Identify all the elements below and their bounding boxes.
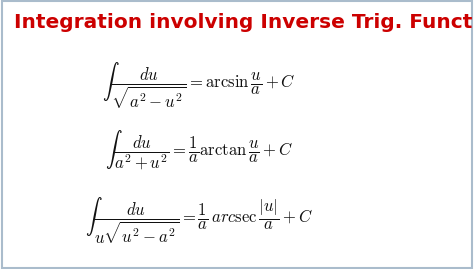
Text: $\int \dfrac{du}{u\sqrt{u^2 - a^2}} = \dfrac{1}{a}\,arc\sec\dfrac{|u|}{a} + C$: $\int \dfrac{du}{u\sqrt{u^2 - a^2}} = \d… xyxy=(85,196,313,246)
Text: $\int \dfrac{du}{a^2 + u^2} = \dfrac{1}{a}\arctan\dfrac{u}{a} + C$: $\int \dfrac{du}{a^2 + u^2} = \dfrac{1}{… xyxy=(105,129,293,172)
Text: $\int \dfrac{du}{\sqrt{a^2 - u^2}} = \arcsin\dfrac{u}{a} + C$: $\int \dfrac{du}{\sqrt{a^2 - u^2}} = \ar… xyxy=(102,61,296,111)
Text: Integration involving Inverse Trig. Functions: Integration involving Inverse Trig. Func… xyxy=(14,13,474,33)
